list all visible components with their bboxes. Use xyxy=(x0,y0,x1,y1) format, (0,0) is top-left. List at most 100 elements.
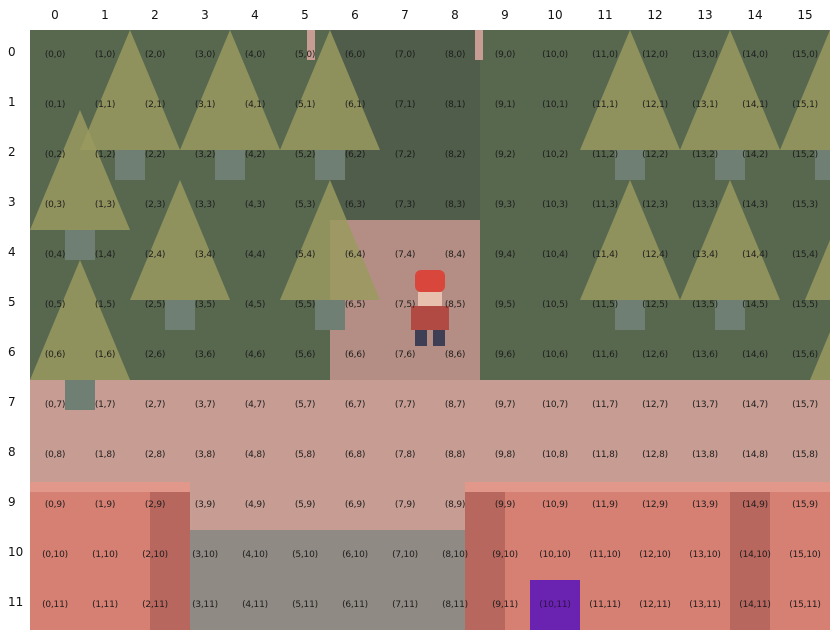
grid-cell-7-3[interactable]: (7,3) xyxy=(380,180,430,230)
grid-cell-4-0[interactable]: (4,0) xyxy=(230,30,280,80)
grid-cell-12-0[interactable]: (12,0) xyxy=(630,30,680,80)
grid-cell-10-5[interactable]: (10,5) xyxy=(530,280,580,330)
grid-cell-10-2[interactable]: (10,2) xyxy=(530,130,580,180)
grid-cell-9-9[interactable]: (9,9) xyxy=(480,480,530,530)
grid-cell-2-2[interactable]: (2,2) xyxy=(130,130,180,180)
grid-cell-2-0[interactable]: (2,0) xyxy=(130,30,180,80)
grid-cell-5-8[interactable]: (5,8) xyxy=(280,430,330,480)
grid-cell-4-7[interactable]: (4,7) xyxy=(230,380,280,430)
grid-cell-8-3[interactable]: (8,3) xyxy=(430,180,480,230)
grid-cell-9-7[interactable]: (9,7) xyxy=(480,380,530,430)
grid-cell-1-9[interactable]: (1,9) xyxy=(80,480,130,530)
grid-cell-0-2[interactable]: (0,2) xyxy=(30,130,80,180)
grid-cell-1-8[interactable]: (1,8) xyxy=(80,430,130,480)
grid-cell-9-0[interactable]: (9,0) xyxy=(480,30,530,80)
grid-cell-4-11[interactable]: (4,11) xyxy=(230,580,280,630)
grid-cell-15-0[interactable]: (15,0) xyxy=(780,30,830,80)
grid-cell-8-10[interactable]: (8,10) xyxy=(430,530,480,580)
grid-cell-8-8[interactable]: (8,8) xyxy=(430,430,480,480)
grid-cell-14-9[interactable]: (14,9) xyxy=(730,480,780,530)
grid-cell-14-1[interactable]: (14,1) xyxy=(730,80,780,130)
grid-cell-0-7[interactable]: (0,7) xyxy=(30,380,80,430)
grid-cell-13-3[interactable]: (13,3) xyxy=(680,180,730,230)
grid-cell-9-6[interactable]: (9,6) xyxy=(480,330,530,380)
grid-cell-6-1[interactable]: (6,1) xyxy=(330,80,380,130)
grid-cell-2-9[interactable]: (2,9) xyxy=(130,480,180,530)
grid-cell-9-2[interactable]: (9,2) xyxy=(480,130,530,180)
grid-cell-2-7[interactable]: (2,7) xyxy=(130,380,180,430)
grid-cell-11-3[interactable]: (11,3) xyxy=(580,180,630,230)
grid-cell-5-7[interactable]: (5,7) xyxy=(280,380,330,430)
grid-cell-10-1[interactable]: (10,1) xyxy=(530,80,580,130)
grid-cell-14-4[interactable]: (14,4) xyxy=(730,230,780,280)
grid-cell-10-8[interactable]: (10,8) xyxy=(530,430,580,480)
grid-cell-4-8[interactable]: (4,8) xyxy=(230,430,280,480)
grid-cell-11-10[interactable]: (11,10) xyxy=(580,530,630,580)
grid-cell-9-4[interactable]: (9,4) xyxy=(480,230,530,280)
grid-cell-7-4[interactable]: (7,4) xyxy=(380,230,430,280)
grid-cell-14-5[interactable]: (14,5) xyxy=(730,280,780,330)
grid-cell-1-0[interactable]: (1,0) xyxy=(80,30,130,80)
grid-cell-12-10[interactable]: (12,10) xyxy=(630,530,680,580)
grid-cell-12-7[interactable]: (12,7) xyxy=(630,380,680,430)
grid-cell-0-11[interactable]: (0,11) xyxy=(30,580,80,630)
grid-cell-0-6[interactable]: (0,6) xyxy=(30,330,80,380)
grid-cell-9-10[interactable]: (9,10) xyxy=(480,530,530,580)
grid-cell-14-6[interactable]: (14,6) xyxy=(730,330,780,380)
grid-cell-4-10[interactable]: (4,10) xyxy=(230,530,280,580)
grid-cell-10-11[interactable]: (10,11) xyxy=(530,580,580,630)
grid-cell-1-7[interactable]: (1,7) xyxy=(80,380,130,430)
grid-cell-13-6[interactable]: (13,6) xyxy=(680,330,730,380)
grid-cell-8-2[interactable]: (8,2) xyxy=(430,130,480,180)
grid-cell-4-5[interactable]: (4,5) xyxy=(230,280,280,330)
grid-cell-14-3[interactable]: (14,3) xyxy=(730,180,780,230)
grid-cell-6-4[interactable]: (6,4) xyxy=(330,230,380,280)
grid-cell-15-1[interactable]: (15,1) xyxy=(780,80,830,130)
grid-cell-14-8[interactable]: (14,8) xyxy=(730,430,780,480)
grid-cell-10-4[interactable]: (10,4) xyxy=(530,230,580,280)
grid-cell-7-10[interactable]: (7,10) xyxy=(380,530,430,580)
grid-cell-4-2[interactable]: (4,2) xyxy=(230,130,280,180)
grid-cell-13-4[interactable]: (13,4) xyxy=(680,230,730,280)
grid-cell-5-3[interactable]: (5,3) xyxy=(280,180,330,230)
grid-cell-15-8[interactable]: (15,8) xyxy=(780,430,830,480)
grid-cell-6-11[interactable]: (6,11) xyxy=(330,580,380,630)
grid-cell-5-1[interactable]: (5,1) xyxy=(280,80,330,130)
grid-cell-7-8[interactable]: (7,8) xyxy=(380,430,430,480)
grid-cell-2-6[interactable]: (2,6) xyxy=(130,330,180,380)
grid-cell-5-10[interactable]: (5,10) xyxy=(280,530,330,580)
grid-cell-4-9[interactable]: (4,9) xyxy=(230,480,280,530)
grid-cell-6-5[interactable]: (6,5) xyxy=(330,280,380,330)
grid-cell-7-2[interactable]: (7,2) xyxy=(380,130,430,180)
grid-cell-9-11[interactable]: (9,11) xyxy=(480,580,530,630)
grid-cell-1-5[interactable]: (1,5) xyxy=(80,280,130,330)
grid-cell-0-5[interactable]: (0,5) xyxy=(30,280,80,330)
grid-cell-10-10[interactable]: (10,10) xyxy=(530,530,580,580)
grid-cell-1-10[interactable]: (1,10) xyxy=(80,530,130,580)
grid-cell-0-9[interactable]: (0,9) xyxy=(30,480,80,530)
grid-cell-11-7[interactable]: (11,7) xyxy=(580,380,630,430)
grid-cell-2-11[interactable]: (2,11) xyxy=(130,580,180,630)
grid-cell-15-4[interactable]: (15,4) xyxy=(780,230,830,280)
grid-cell-9-3[interactable]: (9,3) xyxy=(480,180,530,230)
grid-cell-6-8[interactable]: (6,8) xyxy=(330,430,380,480)
grid-cell-15-7[interactable]: (15,7) xyxy=(780,380,830,430)
grid-cell-7-5[interactable]: (7,5) xyxy=(380,280,430,330)
grid-cell-3-4[interactable]: (3,4) xyxy=(180,230,230,280)
grid-cell-10-0[interactable]: (10,0) xyxy=(530,30,580,80)
grid-cell-8-5[interactable]: (8,5) xyxy=(430,280,480,330)
grid-cell-6-3[interactable]: (6,3) xyxy=(330,180,380,230)
grid-cell-11-2[interactable]: (11,2) xyxy=(580,130,630,180)
grid-cell-14-11[interactable]: (14,11) xyxy=(730,580,780,630)
grid-cell-14-7[interactable]: (14,7) xyxy=(730,380,780,430)
grid-cell-8-9[interactable]: (8,9) xyxy=(430,480,480,530)
grid-cell-6-10[interactable]: (6,10) xyxy=(330,530,380,580)
grid-cell-2-1[interactable]: (2,1) xyxy=(130,80,180,130)
grid-cell-11-5[interactable]: (11,5) xyxy=(580,280,630,330)
grid-cell-2-8[interactable]: (2,8) xyxy=(130,430,180,480)
grid-cell-10-3[interactable]: (10,3) xyxy=(530,180,580,230)
grid-cell-11-6[interactable]: (11,6) xyxy=(580,330,630,380)
grid-cell-9-5[interactable]: (9,5) xyxy=(480,280,530,330)
grid-cell-5-6[interactable]: (5,6) xyxy=(280,330,330,380)
grid-cell-15-10[interactable]: (15,10) xyxy=(780,530,830,580)
